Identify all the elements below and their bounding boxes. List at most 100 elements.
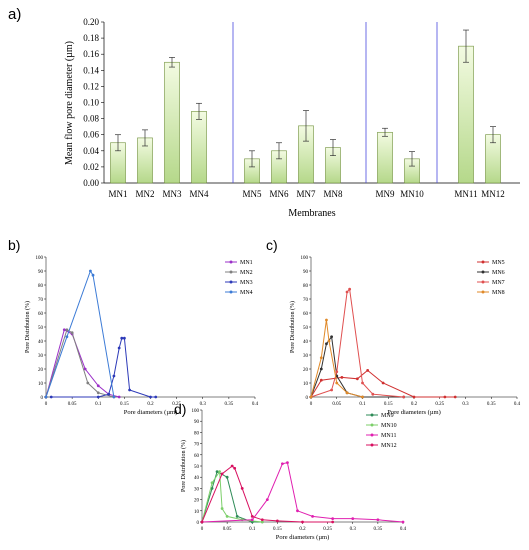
- legend-marker-MN4: [229, 290, 233, 294]
- data-point-MN12: [230, 464, 234, 468]
- data-point-MN3: [96, 395, 100, 399]
- data-point-MN5: [319, 378, 323, 382]
- data-point-MN12: [275, 519, 279, 523]
- y-tick-label: 100: [36, 256, 44, 261]
- x-tick-label: 0.15: [384, 402, 393, 407]
- category-label: MN12: [481, 189, 505, 199]
- legend-marker-MN3: [229, 280, 233, 284]
- legend-marker-MN6: [481, 270, 485, 274]
- data-point-MN12: [260, 518, 264, 522]
- y-tick-label: 0.10: [83, 98, 99, 108]
- x-tick-label: 0.35: [487, 402, 496, 407]
- data-point-MN11: [281, 462, 284, 466]
- data-point-MN8: [335, 381, 339, 385]
- data-point-MN5: [453, 395, 457, 399]
- data-point-MN1: [117, 395, 121, 399]
- x-tick-label: 0.4: [252, 402, 259, 407]
- category-label: MN7: [296, 189, 316, 199]
- y-tick-label: 50: [303, 326, 309, 331]
- y-tick-label: 50: [38, 326, 44, 331]
- panel-c-line-chart: c) 0 10 20 30 40 50 60 70 80 90 100 0 0.05 0.1 0.15 0.2 0…: [266, 237, 521, 416]
- y-tick-label: 0: [41, 396, 44, 401]
- data-point-MN5: [366, 369, 370, 372]
- data-point-MN12: [233, 466, 237, 470]
- data-point-MN7: [402, 395, 406, 399]
- y-tick-label: 10: [38, 382, 44, 387]
- data-point-MN3: [128, 388, 132, 392]
- y-tick-label: 60: [303, 312, 309, 317]
- y-tick-label: 0: [306, 396, 309, 401]
- data-point-MN11: [286, 461, 289, 465]
- x-tick-label: 0.15: [273, 527, 282, 532]
- x-tick-label: 0.05: [223, 527, 232, 532]
- data-point-MN10: [220, 507, 224, 510]
- y-tick-label: 60: [38, 312, 44, 317]
- y-tick-label: 60: [194, 454, 200, 459]
- bar-MN9: [377, 131, 393, 184]
- y-axis-title: Mean flow pore diameter (µm): [64, 41, 75, 165]
- data-point-MN2: [65, 328, 69, 332]
- data-point-MN12: [240, 487, 244, 490]
- y-tick-label: 0.04: [83, 146, 99, 156]
- y-tick-label: 40: [38, 340, 44, 345]
- legend-marker-MN1: [229, 260, 233, 264]
- data-point-MN2: [70, 331, 74, 334]
- y-tick-label: 0: [197, 521, 200, 526]
- data-point-MN11: [351, 517, 355, 521]
- y-tick-label: 80: [194, 431, 200, 436]
- legend-label: MN12: [381, 443, 397, 449]
- y-tick-label: 40: [194, 476, 200, 481]
- data-point-MN12: [331, 520, 335, 524]
- x-tick-label: 0.3: [462, 402, 469, 407]
- data-point-MN12: [301, 520, 304, 524]
- category-label: MN11: [454, 189, 477, 199]
- data-point-MN12: [220, 472, 224, 476]
- data-point-MN3: [49, 395, 53, 399]
- data-point-MN2: [96, 391, 100, 395]
- series-line-MN2: [45, 329, 115, 398]
- y-tick-label: 100: [301, 256, 309, 261]
- y-tick-label: 90: [194, 420, 200, 425]
- x-tick-label: 0: [310, 402, 313, 407]
- x-axis-title: Pore diameters (µm): [387, 409, 441, 416]
- y-axis-title: Pore Distribution (%): [289, 301, 296, 353]
- x-tick-label: 0.05: [68, 402, 77, 407]
- data-point-MN4: [112, 395, 116, 399]
- category-label: MN1: [108, 189, 127, 199]
- y-tick-label: 40: [303, 340, 309, 345]
- legend-label: MN8: [492, 290, 505, 296]
- y-tick-label: 70: [303, 298, 309, 303]
- data-point-MN5: [381, 381, 385, 385]
- category-label: MN5: [242, 189, 262, 199]
- data-point-MN4: [89, 269, 92, 273]
- category-label: MN6: [269, 189, 289, 199]
- series-line-MN11: [201, 461, 404, 523]
- y-tick-label: 100: [192, 409, 200, 414]
- x-axis-title: Membranes: [288, 208, 335, 219]
- data-point-MN7: [335, 370, 339, 374]
- data-point-MN4: [44, 395, 48, 399]
- y-tick-label: 30: [194, 487, 200, 492]
- x-tick-label: 0.25: [172, 402, 181, 407]
- y-tick-label: 0.20: [83, 17, 99, 27]
- series-line-MN9: [201, 470, 263, 523]
- legend-label: MN4: [240, 290, 253, 296]
- y-tick-label: 20: [303, 368, 309, 373]
- legend-label: MN1: [240, 260, 253, 266]
- data-point-MN6: [330, 335, 333, 339]
- series-line-MN8: [310, 319, 363, 398]
- y-tick-label: 0.14: [83, 65, 99, 75]
- panel-a-bar-chart: a) 0.00 0.02 0.04 0.06 0.08 0.10 0.12 0.14 0.16 0.…: [8, 6, 520, 219]
- data-point-MN10: [210, 481, 214, 485]
- y-tick-label: 0.18: [83, 33, 99, 43]
- bar-MN4: [191, 111, 207, 184]
- bar-MN3: [164, 61, 180, 184]
- legend-marker-MN8: [481, 290, 485, 294]
- y-tick-label: 0.06: [83, 130, 99, 140]
- series-line-MN3: [51, 337, 156, 398]
- y-tick-label: 30: [303, 354, 309, 359]
- x-tick-label: 0.4: [400, 527, 407, 532]
- x-axis-title: Pore diameters (µm): [124, 409, 178, 416]
- y-axis-title: Pore Distribution (%): [180, 440, 187, 492]
- x-tick-label: 0: [201, 527, 204, 532]
